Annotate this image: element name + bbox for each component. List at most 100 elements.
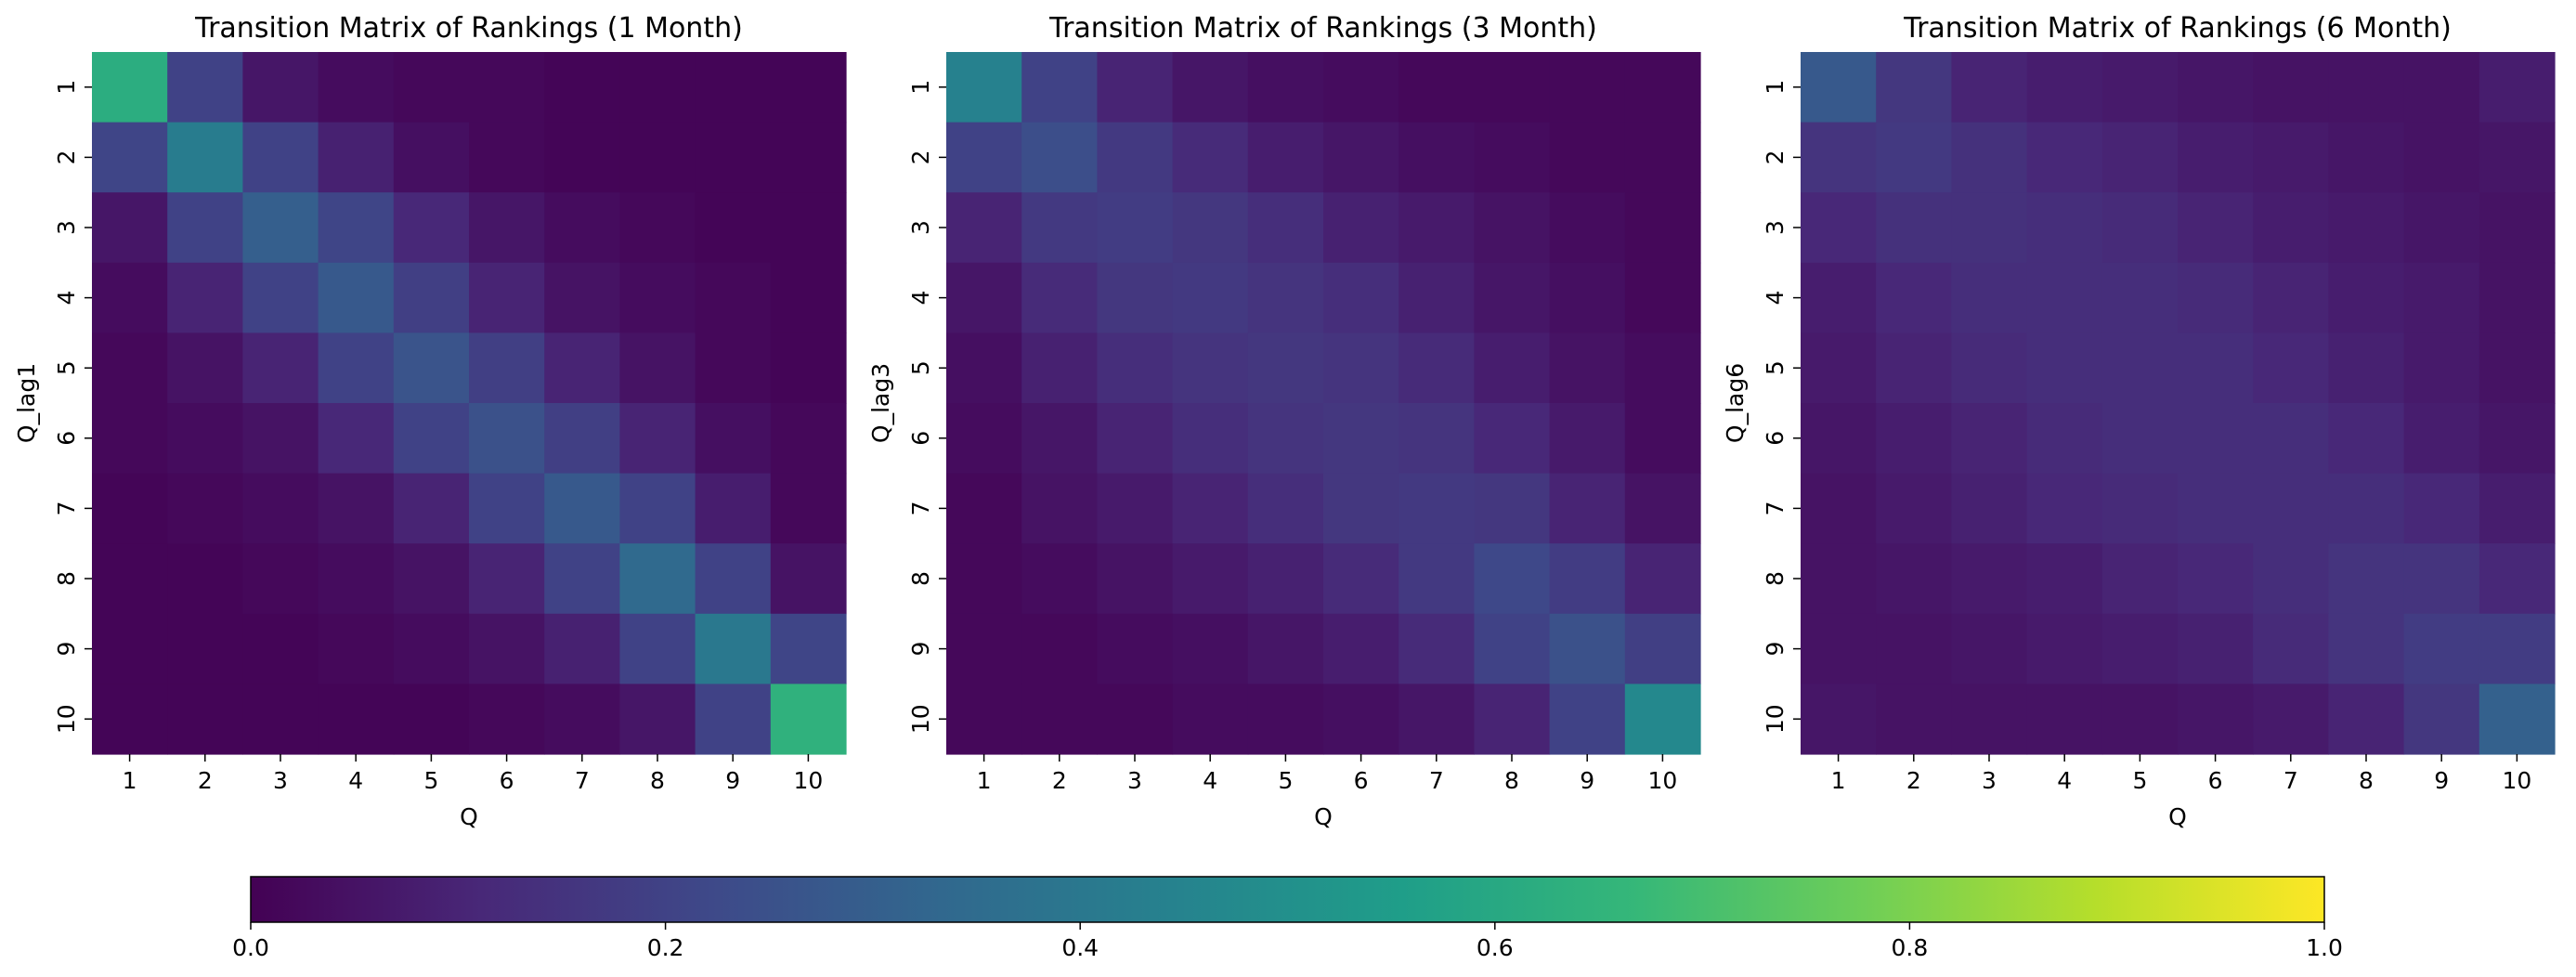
heatmap-cell	[1624, 684, 1701, 755]
heatmap-cell	[469, 473, 545, 544]
heatmap-cell	[92, 122, 168, 193]
heatmap-cell	[2328, 473, 2405, 544]
heatmap-cell	[1474, 192, 1551, 264]
x-tick-label: 9	[2434, 767, 2449, 794]
heatmap-cell	[1097, 122, 1174, 193]
heatmap-cell	[544, 192, 620, 264]
heatmap-cell	[1624, 543, 1701, 615]
colorbar-gradient	[250, 876, 2325, 923]
heatmap-cell	[544, 613, 620, 684]
heatmap-cell	[1624, 52, 1701, 124]
heatmap-cell	[2403, 684, 2480, 755]
heatmap-cell	[1951, 473, 2028, 544]
heatmap-cell	[1399, 52, 1475, 124]
chart-title-6-month: Transition Matrix of Rankings (6 Month)	[1903, 12, 2452, 45]
heatmap-cell	[1951, 52, 2028, 124]
heatmap-cell	[1399, 613, 1475, 684]
heatmap-cell	[2328, 684, 2405, 755]
heatmap-cell	[1801, 613, 1877, 684]
y-tick-label: 5	[907, 360, 934, 375]
x-tick-label: 6	[2208, 767, 2223, 794]
heatmap-cell	[2026, 473, 2103, 544]
heatmap-cell	[242, 52, 319, 124]
heatmap-cell	[2253, 473, 2329, 544]
heatmap-cell	[770, 332, 847, 404]
heatmap-cell	[2178, 543, 2254, 615]
heatmap-cell	[770, 543, 847, 615]
x-tick-label: 1	[123, 767, 137, 794]
y-tick-labels-6-month: 1 2 3 4 5 6 7 8 9 10	[1762, 80, 1801, 734]
heatmap-cell	[1474, 473, 1551, 544]
heatmap-cell	[1876, 613, 1952, 684]
heatmap-cell	[2178, 332, 2254, 404]
heatmap-cell	[2328, 543, 2405, 615]
y-tick-label: 8	[53, 571, 80, 586]
heatmap-cell	[544, 332, 620, 404]
y-axis-label-3-month: Q_lag3	[867, 363, 894, 443]
heatmap-cell	[469, 122, 545, 193]
y-tick-label: 8	[907, 571, 934, 586]
heatmap-cell	[318, 403, 395, 475]
heatmap-cell	[1247, 684, 1324, 755]
heatmap-cell	[2253, 613, 2329, 684]
heatmap-cell	[695, 332, 772, 404]
heatmap-cell	[1097, 403, 1174, 475]
y-tick-label: 3	[907, 220, 934, 235]
heatmap-cell	[2403, 613, 2480, 684]
heatmap-cell	[318, 192, 395, 264]
x-tick-label: 8	[1504, 767, 1519, 794]
heatmap-cell	[1021, 332, 1098, 404]
heatmap-cell	[2403, 473, 2480, 544]
heatmap-cell	[1801, 543, 1877, 615]
heatmap-cell	[167, 473, 243, 544]
heatmap-cell	[619, 543, 696, 615]
heatmap-cell	[1624, 403, 1701, 475]
heatmap-cell	[1951, 122, 2028, 193]
heatmap-cell	[1474, 684, 1551, 755]
x-tick-label: 10	[1647, 767, 1677, 794]
y-tick-label: 8	[1762, 571, 1789, 586]
heatmap-cell	[1021, 52, 1098, 124]
heatmap-cell	[1097, 684, 1174, 755]
heatmap-cell	[2328, 403, 2405, 475]
heatmap-cell	[1247, 52, 1324, 124]
heatmap-cell	[1323, 52, 1399, 124]
heatmap-cell	[167, 332, 243, 404]
heatmap-cell	[1399, 192, 1475, 264]
heatmap-cell	[1399, 543, 1475, 615]
heatmap-cell	[1172, 122, 1249, 193]
heatmap-cell	[695, 403, 772, 475]
heatmap-cell	[2403, 192, 2480, 264]
heatmap-cell	[2328, 262, 2405, 333]
x-tick-label: 6	[500, 767, 514, 794]
heatmap-cell	[1172, 613, 1249, 684]
heatmap-cell	[1399, 403, 1475, 475]
y-tick-label: 9	[53, 642, 80, 657]
heatmap-cell	[2026, 332, 2103, 404]
heatmap-cell	[1097, 262, 1174, 333]
y-tick-label: 10	[1762, 704, 1789, 734]
heatmap-cell	[469, 332, 545, 404]
heatmap-cell	[946, 262, 1022, 333]
heatmap-cell	[2101, 332, 2179, 404]
heatmap-cell	[393, 613, 470, 684]
heatmap-cell	[2101, 52, 2179, 124]
heatmap-cell	[1549, 192, 1626, 264]
x-tick-label: 4	[348, 767, 363, 794]
heatmap-cell	[242, 332, 319, 404]
heatmap-cell	[393, 192, 470, 264]
heatmap-cell	[619, 192, 696, 264]
heatmap-cell	[2178, 403, 2254, 475]
x-axis-label-1-month: Q	[460, 803, 478, 830]
y-axis-label-1-month: Q_lag1	[13, 363, 40, 443]
x-tick-label: 7	[1429, 767, 1444, 794]
heatmap-cell	[1951, 543, 2028, 615]
heatmap-cell	[1172, 403, 1249, 475]
heatmap-cell	[695, 684, 772, 755]
heatmap-cell	[393, 262, 470, 333]
heatmap-cell	[544, 473, 620, 544]
y-tick-label: 6	[1762, 431, 1789, 446]
chart-title-3-month: Transition Matrix of Rankings (3 Month)	[1048, 12, 1597, 45]
colorbar-ticks: 0.0 0.2 0.4 0.6 0.8 1.0	[232, 922, 2343, 961]
heatmap-cell	[2178, 262, 2254, 333]
